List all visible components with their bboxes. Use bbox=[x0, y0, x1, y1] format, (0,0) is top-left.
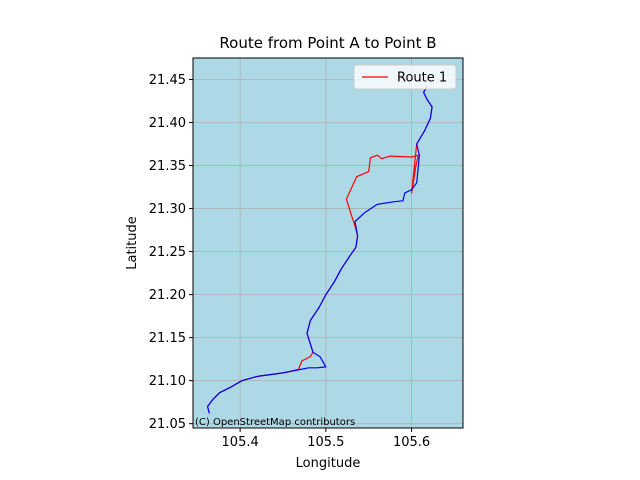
series-layer bbox=[207, 86, 433, 414]
plot-frame bbox=[192, 57, 464, 429]
route-line-2 bbox=[207, 86, 433, 414]
plot-area bbox=[193, 58, 463, 428]
y-tick-label: 21.05 bbox=[149, 417, 186, 432]
y-axis-ticks: 21.05 21.10 21.15 21.20 21.25 21.30 21.35 21.40… bbox=[149, 73, 193, 432]
x-axis-ticks: 105.4 105.5 105.6 bbox=[222, 428, 430, 450]
chart-title: Route from Point A to Point B bbox=[219, 34, 436, 52]
y-tick-label: 21.45 bbox=[149, 73, 186, 88]
map-attribution: (C) OpenStreetMap contributors bbox=[195, 417, 355, 428]
y-tick-label: 21.35 bbox=[149, 159, 186, 174]
legend-box bbox=[353, 64, 457, 90]
x-tick-label: 105.4 bbox=[222, 435, 259, 450]
y-tick-label: 21.10 bbox=[149, 374, 186, 389]
x-axis-label: Longitude bbox=[296, 456, 361, 471]
y-axis-label: Latitude bbox=[125, 216, 140, 270]
x-tick-label: 105.5 bbox=[307, 435, 344, 450]
y-tick-label: 21.20 bbox=[149, 288, 186, 303]
legend: Route 1 bbox=[353, 64, 457, 90]
y-tick-label: 21.15 bbox=[149, 331, 186, 346]
x-tick-label: 105.6 bbox=[393, 435, 430, 450]
y-tick-label: 21.40 bbox=[149, 116, 186, 131]
y-tick-label: 21.30 bbox=[149, 202, 186, 217]
legend-label: Route 1 bbox=[397, 71, 447, 86]
y-tick-label: 21.25 bbox=[149, 245, 186, 260]
